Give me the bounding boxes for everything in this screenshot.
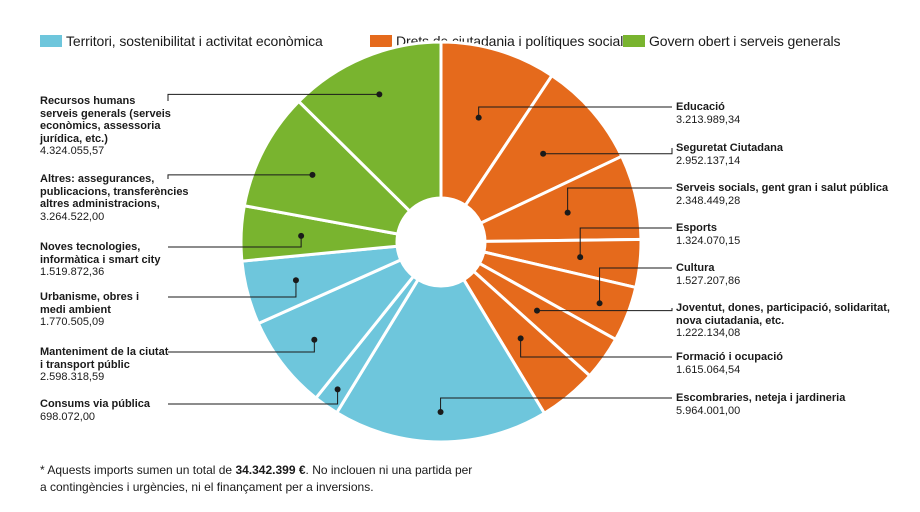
leader-line [167,93,380,101]
pie-slice [463,74,624,225]
leader-line [168,389,339,405]
slice-label-value: 698.072,00 [40,410,96,423]
footnote: * Aquests imports sumen un total de 34.3… [40,462,480,496]
legend-swatch [40,35,62,47]
leader-line [168,280,297,298]
leader-line [520,338,672,358]
slice-label-name: Manteniment de la ciutat i transport púb… [40,346,169,371]
legend-label: Govern obert i serveis generals [649,33,841,49]
leader-dot [376,91,383,98]
pie-slice [256,258,415,400]
footnote-prefix: * Aquests imports sumen un total de [40,463,236,477]
leader-line [168,235,302,248]
slice-label-value: 1.324.070,15 [676,234,741,247]
slice-label-value: 1.527.207,86 [676,274,741,287]
slice-label-value: 3.264.522,00 [40,210,105,223]
pie-slice [297,40,443,213]
slice-label: Escombraries, neteja i jardineria 5.964.0… [676,392,845,417]
slice-label: Manteniment de la ciutat i transport púb… [40,346,168,384]
leader-dot [334,386,341,393]
slice-label: Altres: assegurances, publicacions, tran… [40,173,189,223]
leader-line [537,308,673,312]
leader-line [168,339,315,353]
legend-swatch [623,35,645,47]
slice-label-name: Esports [676,222,717,234]
slice-label-name: Seguretat Ciutadana [676,142,783,154]
slice-label-name: Formació i ocupació [676,351,783,363]
slice-label-value: 2.348.449,28 [676,194,741,207]
slice-label-name: Joventut, dones, participació, solidarit… [676,302,890,327]
slice-label-value: 1.770.505,09 [40,316,105,328]
legend-item-territori: Territori, sostenibilitat i activitat ec… [40,33,323,49]
slice-label-name: Cultura [676,262,715,274]
slice-label: Serveis socials, gent gran i salut públi… [676,182,888,207]
leader-line [478,106,672,118]
slice-label: Recursos humans serveis generals (servei… [40,95,171,158]
slice-label: Consums via pública 698.072,00 [40,398,150,423]
footnote-suffix: . No inclouen ni una partida per a conti… [40,463,473,494]
leader-dot [309,171,316,178]
slice-label-name: Noves tecnologies, informàtica i smart c… [40,241,161,266]
leader-dot [517,335,524,342]
slice-label-value: 3.213.989,34 [676,113,741,126]
slice-label-value: 1.222.134,08 [676,327,741,339]
leader-line [167,174,313,179]
slice-label: Joventut, dones, participació, solidarit… [676,302,890,340]
leader-dot [540,150,547,157]
leader-line [579,227,672,258]
leader-line [567,187,672,213]
leader-line [543,148,673,155]
legend-label: Territori, sostenibilitat i activitat ec… [66,33,323,49]
slice-label-name: Urbanisme, obres i medi ambient [40,291,140,316]
leader-dot [596,300,603,307]
slice-label: Seguretat Ciutadana 2.952.137,14 [676,142,783,167]
slice-label-name: Recursos humans serveis generals (servei… [40,95,171,145]
leader-dot [437,408,444,415]
footnote-total: 34.342.399 € [235,463,306,477]
legend-swatch [370,35,392,47]
slice-label: Formació i ocupació 1.615.064,54 [676,351,783,376]
slice-label: Noves tecnologies, informàtica i smart c… [40,241,160,279]
legend-item-govern: Govern obert i serveis generals [623,33,841,49]
leader-line [599,267,672,304]
leader-dot [298,232,305,239]
leader-line [440,397,672,412]
slice-label-value: 4.324.055,57 [40,145,105,157]
slice-label-value: 2.598.318,59 [40,371,105,383]
slice-label: Educació 3.213.989,34 [676,101,740,126]
slice-label-name: Educació [676,101,725,113]
pie-slice [242,99,412,236]
leader-dot [564,209,571,216]
pie-slice [335,278,546,444]
slice-label-name: Altres: assegurances, publicacions, tran… [40,173,189,210]
slice-label-name: Consums via pública [40,398,151,410]
slice-label-name: Escombraries, neteja i jardineria [676,392,846,404]
slice-label: Esports 1.324.070,15 [676,222,740,247]
slice-label-name: Serveis socials, gent gran i salut públi… [676,182,889,194]
leader-dot [311,336,318,343]
slice-label-value: 2.952.137,14 [676,154,741,167]
slice-label: Cultura 1.527.207,86 [676,262,740,287]
pie-slice [439,40,554,207]
slice-label-value: 1.615.064,54 [676,363,741,376]
slice-label-value: 1.519.872,36 [40,266,105,278]
slice-label: Urbanisme, obres i medi ambient 1.770.505… [40,291,139,329]
slice-label-value: 5.964.001,00 [676,404,741,417]
leader-dot [292,277,299,284]
leader-dot [475,114,482,121]
leader-dot [534,307,541,314]
leader-dot [577,254,584,261]
